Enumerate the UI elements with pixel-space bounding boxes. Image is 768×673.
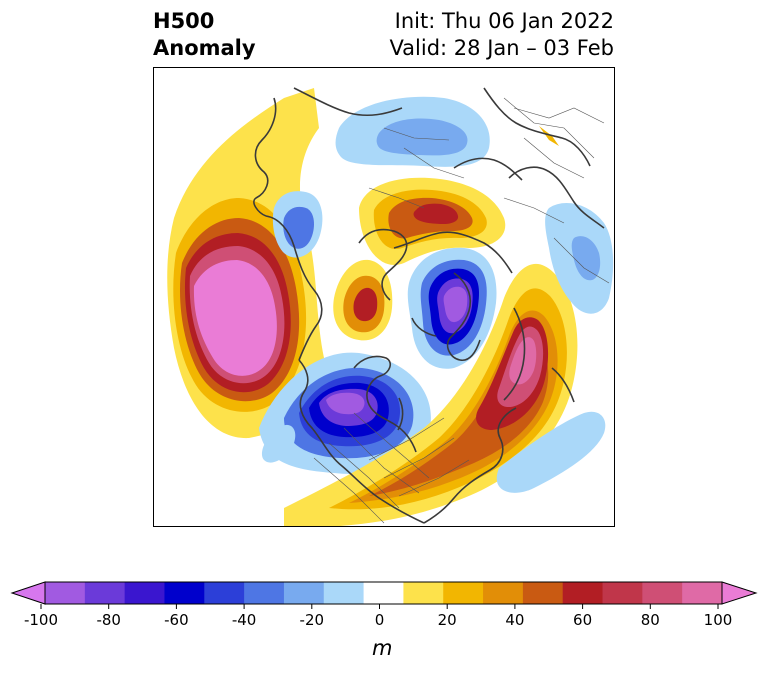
colorbar-tick-label: 0 — [375, 611, 385, 629]
colorbar-segment — [562, 582, 604, 604]
colorbar-segment — [363, 582, 404, 604]
colorbar-tick-label: 100 — [704, 611, 733, 629]
colorbar-segment — [323, 582, 365, 604]
title-init: Init: Thu 06 Jan 2022 — [394, 9, 614, 33]
colorbar-extend-low — [10, 581, 46, 605]
anomaly-atlantic-positive — [284, 263, 578, 526]
colorbar-segment — [164, 582, 205, 604]
map-panel — [153, 67, 615, 527]
colorbar-segment — [84, 582, 126, 604]
title-right: Init: Thu 06 Jan 2022 Valid: 28 Jan – 03… — [389, 8, 614, 62]
colorbar-extend-high — [721, 581, 758, 605]
colorbar-tick-label: -100 — [24, 611, 58, 629]
colorbar-segment — [522, 582, 564, 604]
colorbar-segment — [204, 582, 245, 604]
colorbar-segment — [602, 582, 643, 604]
anomaly-map — [167, 87, 614, 526]
colorbar-segment — [124, 582, 165, 604]
colorbar-tick-label: -80 — [96, 611, 121, 629]
colorbar-segment — [403, 582, 444, 604]
title-product: Anomaly — [153, 36, 256, 60]
anomaly-siberia-negative — [407, 247, 497, 369]
anomaly-greenland-positive — [333, 259, 393, 341]
colorbar-tick-label: 60 — [573, 611, 592, 629]
colorbar-segment — [642, 582, 683, 604]
colorbar-tick-label: 20 — [438, 611, 457, 629]
colorbar-segment — [682, 582, 723, 604]
colorbar-tick-label: -40 — [232, 611, 257, 629]
colorbar-outline — [44, 581, 723, 605]
colorbar-tick-label: 40 — [505, 611, 524, 629]
colorbar-tick-label: -60 — [164, 611, 189, 629]
colorbar-segment — [283, 582, 325, 604]
anomaly-russia-positive — [359, 177, 506, 265]
colorbar-segment — [45, 582, 86, 604]
coastlines — [253, 87, 605, 524]
colorbar-unit-label: m — [372, 636, 393, 660]
colorbar: -100 -80 -60 -40 -20 0 20 40 60 80 100 — [10, 581, 758, 629]
colorbar-tick-label: 80 — [641, 611, 660, 629]
colorbar-segment — [244, 582, 285, 604]
title-valid: Valid: 28 Jan – 03 Feb — [389, 36, 614, 60]
title-variable: H500 — [153, 9, 215, 33]
colorbar-segment — [443, 582, 484, 604]
borders — [313, 97, 610, 524]
colorbar-ticks: -100 -80 -60 -40 -20 0 20 40 60 80 100 — [24, 604, 732, 629]
anomaly-pacific-positive — [167, 88, 325, 439]
anomaly-canada-negative — [259, 352, 431, 474]
title-left: H500 Anomaly — [153, 8, 256, 62]
colorbar-segment — [483, 582, 524, 604]
colorbar-tick-label: -20 — [300, 611, 325, 629]
colorbar-segments — [10, 581, 758, 605]
